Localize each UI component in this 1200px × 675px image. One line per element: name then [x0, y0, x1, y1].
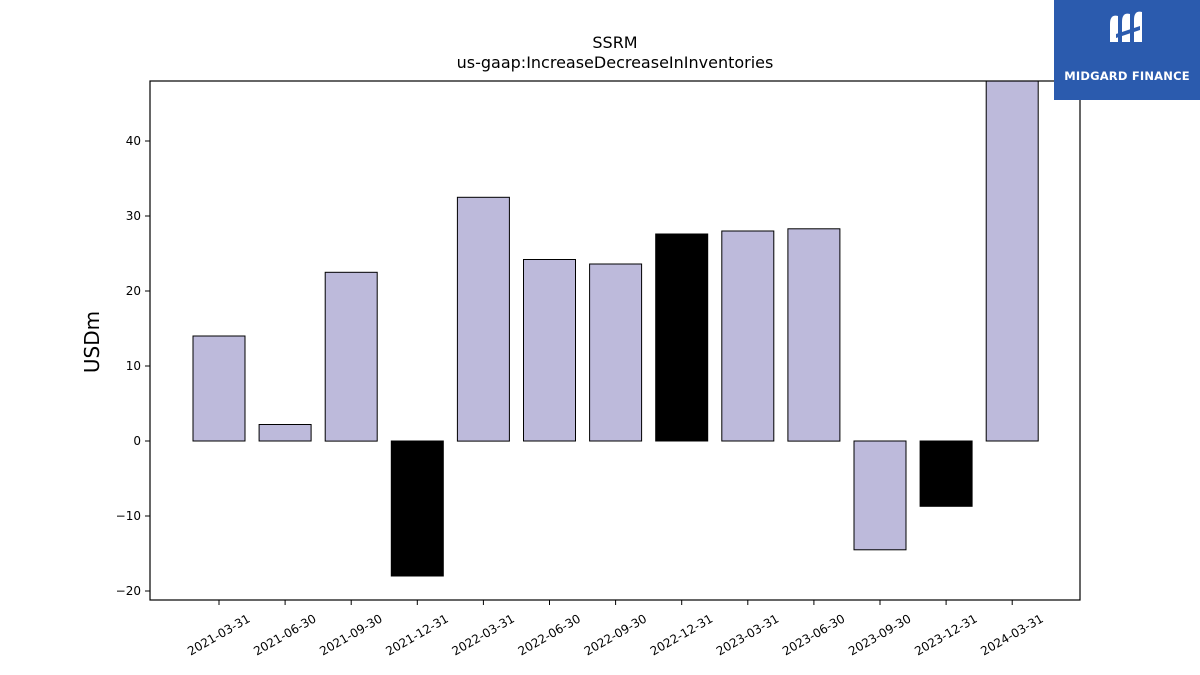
- y-tick-label: 20: [126, 284, 141, 298]
- bars-group: [192, 80, 1039, 577]
- y-tick-label: 0: [133, 434, 141, 448]
- x-tick-label: 2023-12-31: [912, 611, 979, 658]
- y-tick-label: 30: [126, 209, 141, 223]
- x-tick-label: 2022-06-30: [516, 611, 583, 658]
- chart-subtitle: us-gaap:IncreaseDecreaseInInventories: [457, 53, 774, 72]
- x-tick-label: 2023-03-31: [714, 611, 781, 658]
- bar-2024-03-31: [985, 80, 1039, 442]
- y-tick-label: −20: [116, 584, 141, 598]
- y-tick-label: 40: [126, 134, 141, 148]
- x-tick-label: 2022-09-30: [582, 611, 649, 658]
- bar-2023-12-31: [919, 440, 973, 507]
- bar-2021-03-31: [192, 335, 246, 442]
- x-tick-label: 2021-06-30: [251, 611, 318, 658]
- bar-2021-12-31: [390, 440, 444, 577]
- x-tick-label: 2022-03-31: [449, 611, 516, 658]
- bar-2022-06-30: [523, 259, 576, 442]
- y-ticks-group: −20 −10 0 10 20 30 40: [116, 134, 150, 598]
- x-tick-label: 2023-09-30: [846, 611, 913, 658]
- x-ticks-group: 2021-03-312021-06-302021-09-302021-12-31…: [185, 600, 1046, 658]
- bar-2022-03-31: [456, 196, 510, 442]
- x-tick-label: 2023-06-30: [780, 611, 847, 658]
- bar-2023-03-31: [721, 230, 775, 442]
- midgard-logo-icon: [1110, 11, 1142, 42]
- bar-2021-09-30: [324, 271, 378, 442]
- bar-2023-09-30: [853, 440, 907, 551]
- bar-2022-12-31: [655, 233, 709, 442]
- chart-title: SSRM: [592, 33, 637, 52]
- x-tick-label: 2021-03-31: [185, 611, 252, 658]
- brand-logo: MIDGARD FINANCE: [1054, 0, 1200, 100]
- y-tick-label: 10: [126, 359, 141, 373]
- bar-2022-09-30: [589, 263, 643, 442]
- x-tick-label: 2022-12-31: [648, 611, 715, 658]
- x-tick-label: 2024-03-31: [978, 611, 1045, 658]
- y-tick-label: −10: [116, 509, 141, 523]
- x-tick-label: 2021-09-30: [317, 611, 384, 658]
- y-axis-label: USDm: [80, 311, 104, 373]
- brand-name: MIDGARD FINANCE: [1064, 69, 1190, 83]
- bar-2023-06-30: [787, 228, 841, 442]
- plot-frame: [149, 80, 1081, 601]
- x-tick-label: 2021-12-31: [383, 611, 450, 658]
- bar-2021-06-30: [258, 424, 312, 442]
